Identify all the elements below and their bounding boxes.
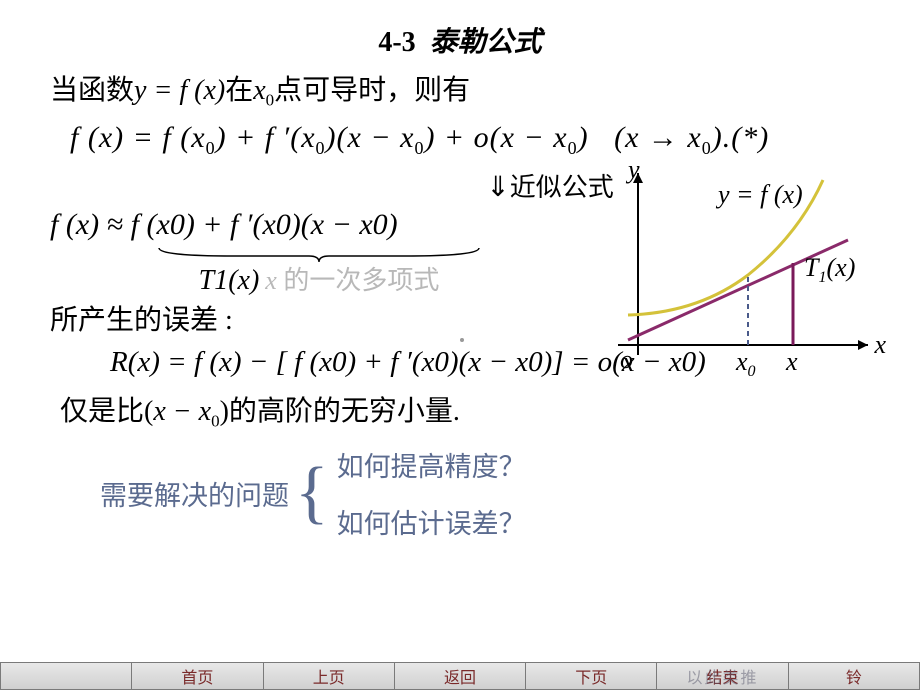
graph: y x o y = f (x) T1(x) x0 x	[588, 165, 878, 375]
intro-line: 当函数y = f (x)在x0点可导时，则有	[50, 68, 880, 111]
nav-end[interactable]: 结束 以此类推	[656, 662, 787, 690]
nav-home[interactable]: 首页	[131, 662, 262, 690]
center-dot-icon	[460, 338, 464, 342]
f-label: y = f (x)	[718, 180, 803, 210]
y-axis-label: y	[628, 155, 640, 185]
brace-icon: {	[295, 458, 329, 528]
slide-title: 4-3 泰勒公式	[40, 20, 880, 60]
x-point-label: x	[786, 347, 798, 377]
t1-label: T1(x)x 的一次多项式	[154, 260, 484, 297]
slide-content: 4-3 泰勒公式 当函数y = f (x)在x0点可导时，则有 f (x) = …	[0, 0, 920, 662]
problems-block: 需要解决的问题 { 如何提高精度？ 如何估计误差？	[100, 445, 880, 541]
high-order-line: 仅是比(x − x0)的高阶的无穷小量.	[60, 389, 880, 432]
nav-next[interactable]: 下页	[525, 662, 656, 690]
nav-back[interactable]: 返回	[394, 662, 525, 690]
problems-label: 需要解决的问题	[100, 474, 289, 513]
problem-item-2: 如何估计误差？	[337, 502, 526, 541]
nav-prev[interactable]: 上页	[263, 662, 394, 690]
x0-label: x0	[736, 347, 756, 381]
main-equation: f (x) = f (x0) + f ′(x0)(x − x0) + o(x −…	[70, 121, 880, 159]
section-number: 4-3	[378, 27, 415, 58]
origin-label: o	[620, 345, 633, 375]
underbrace: T1(x)x 的一次多项式	[154, 246, 484, 297]
nav-overlay-text: 以此类推	[687, 664, 759, 688]
title-text: 泰勒公式	[430, 27, 542, 58]
problem-item-1: 如何提高精度？	[337, 445, 526, 484]
nav-blank[interactable]	[0, 662, 131, 690]
t1-graph-label: T1(x)	[804, 253, 855, 287]
nav-bar: 首页 上页 返回 下页 结束 以此类推 铃	[0, 662, 920, 690]
approx-equation: f (x) ≈ f (x0) + f ′(x0)(x − x0) T1(x)x …	[50, 208, 398, 242]
nav-bell[interactable]: 铃	[788, 662, 920, 690]
x-axis-label: x	[874, 330, 886, 360]
